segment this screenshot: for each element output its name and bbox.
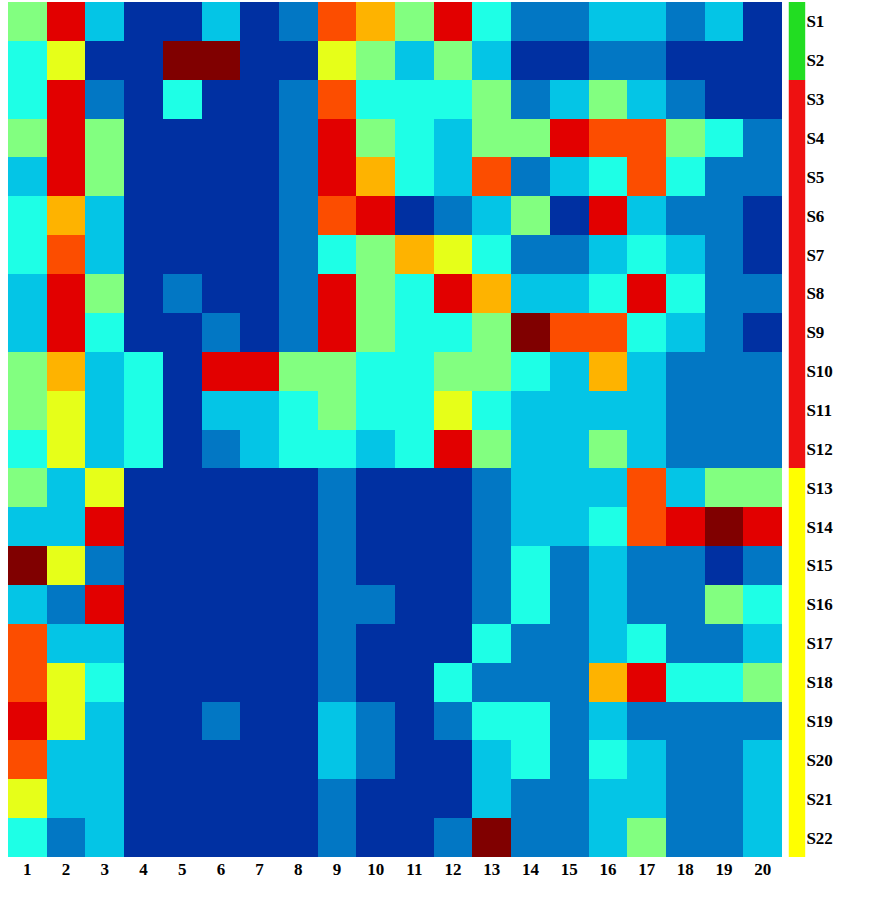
svg-text:S11: S11 bbox=[806, 401, 832, 420]
svg-text:16: 16 bbox=[599, 860, 616, 879]
svg-text:S2: S2 bbox=[806, 51, 824, 70]
svg-text:S8: S8 bbox=[806, 284, 824, 303]
svg-text:S9: S9 bbox=[806, 323, 824, 342]
svg-text:S22: S22 bbox=[806, 829, 832, 848]
svg-text:S14: S14 bbox=[806, 518, 833, 537]
svg-text:4: 4 bbox=[139, 860, 148, 879]
svg-text:S4: S4 bbox=[806, 129, 824, 148]
svg-text:S13: S13 bbox=[806, 479, 832, 498]
svg-text:S17: S17 bbox=[806, 634, 833, 653]
svg-text:S1: S1 bbox=[806, 12, 824, 31]
svg-text:S7: S7 bbox=[806, 246, 824, 265]
svg-text:14: 14 bbox=[522, 860, 540, 879]
svg-text:19: 19 bbox=[716, 860, 733, 879]
svg-text:1: 1 bbox=[23, 860, 32, 879]
svg-text:S15: S15 bbox=[806, 556, 832, 575]
svg-text:S12: S12 bbox=[806, 440, 832, 459]
svg-text:S21: S21 bbox=[806, 790, 832, 809]
svg-text:S16: S16 bbox=[806, 595, 832, 614]
svg-text:3: 3 bbox=[101, 860, 110, 879]
svg-text:10: 10 bbox=[367, 860, 384, 879]
svg-text:18: 18 bbox=[677, 860, 694, 879]
svg-text:S6: S6 bbox=[806, 207, 824, 226]
svg-text:11: 11 bbox=[406, 860, 422, 879]
svg-text:6: 6 bbox=[217, 860, 226, 879]
svg-text:5: 5 bbox=[178, 860, 187, 879]
svg-text:7: 7 bbox=[255, 860, 264, 879]
svg-text:9: 9 bbox=[333, 860, 342, 879]
svg-text:12: 12 bbox=[445, 860, 462, 879]
svg-text:S10: S10 bbox=[806, 362, 832, 381]
svg-text:S18: S18 bbox=[806, 673, 832, 692]
svg-text:S3: S3 bbox=[806, 90, 824, 109]
svg-text:2: 2 bbox=[62, 860, 71, 879]
svg-text:20: 20 bbox=[754, 860, 771, 879]
svg-text:S19: S19 bbox=[806, 712, 832, 731]
svg-text:13: 13 bbox=[483, 860, 500, 879]
svg-text:8: 8 bbox=[294, 860, 303, 879]
svg-text:15: 15 bbox=[561, 860, 578, 879]
svg-text:17: 17 bbox=[638, 860, 656, 879]
svg-text:S5: S5 bbox=[806, 168, 824, 187]
svg-text:S20: S20 bbox=[806, 751, 832, 770]
